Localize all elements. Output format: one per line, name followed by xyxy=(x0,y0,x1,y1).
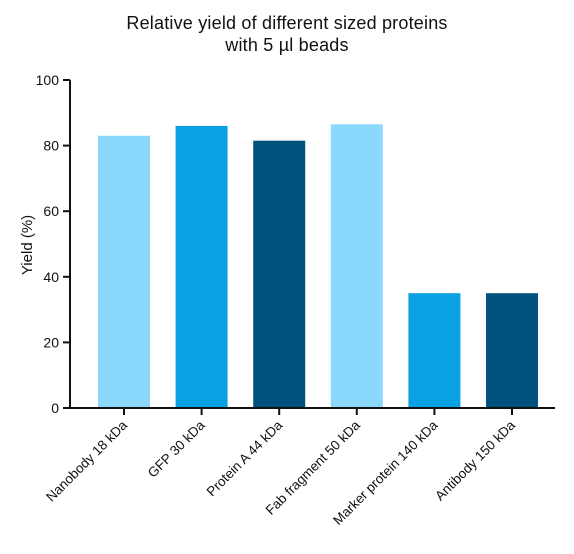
bar-6 xyxy=(486,293,538,408)
y-axis-label: Yield (%) xyxy=(19,215,36,275)
chart-title: Relative yield of different sized protei… xyxy=(0,12,574,56)
x-tick-label-1: Nanobody 18 kDa xyxy=(43,417,130,504)
bar-4 xyxy=(330,124,383,408)
x-tick-label-2: GFP 30 kDa xyxy=(145,417,208,480)
bars-group xyxy=(98,124,538,409)
y-tick-label-80: 80 xyxy=(43,138,59,154)
chart-title-line-2: with 5 µl beads xyxy=(225,35,349,55)
chart-title-line-1: Relative yield of different sized protei… xyxy=(126,13,448,33)
bar-2 xyxy=(175,125,228,409)
bar-3 xyxy=(253,140,306,408)
x-tick-label-6: Antibody 150 kDa xyxy=(432,417,518,503)
y-tick-label-40: 40 xyxy=(43,269,59,285)
y-tick-label-100: 100 xyxy=(36,72,60,88)
y-tick-label-60: 60 xyxy=(43,203,59,219)
y-tick-label-0: 0 xyxy=(51,400,59,416)
bar-1 xyxy=(98,135,150,408)
x-tick-label-3: Protein A 44 kDa xyxy=(204,417,286,499)
y-tick-label-20: 20 xyxy=(43,334,59,350)
bar-5 xyxy=(408,293,461,408)
